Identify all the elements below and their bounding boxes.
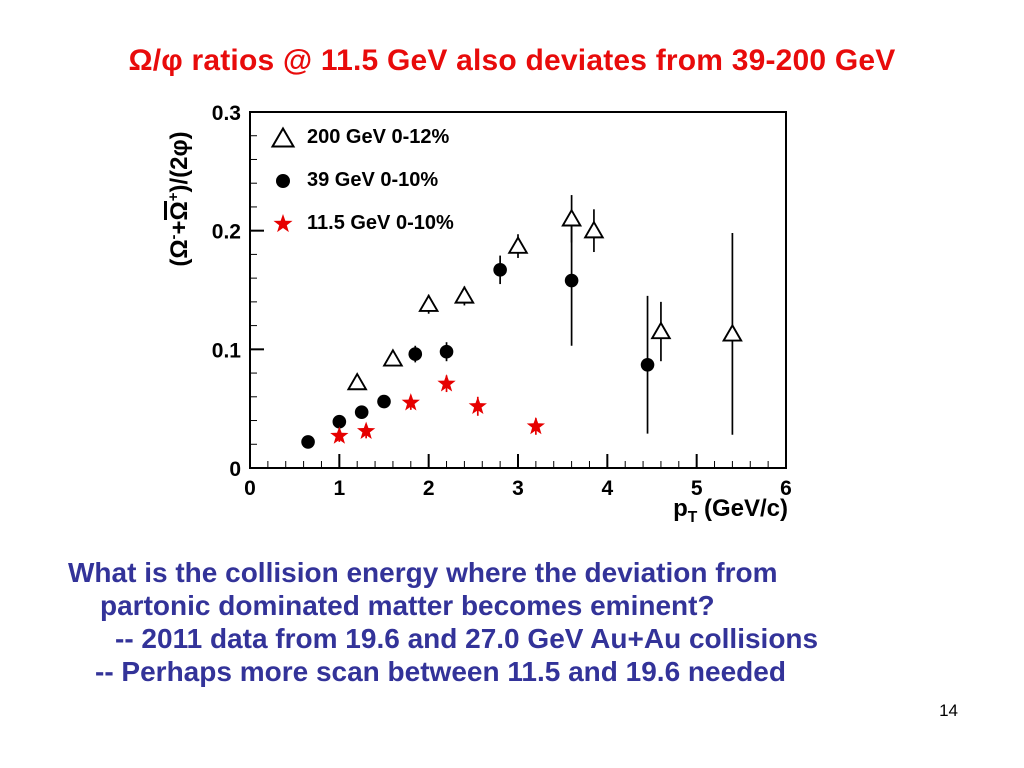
y-axis-superscript-minus: - — [166, 234, 182, 240]
y-axis-label-part: + — [166, 220, 193, 235]
legend-label: 200 GeV 0-12% — [307, 126, 450, 148]
chart-plot-area: 0 1 2 3 4 5 6 0 0.1 0.2 0.3 — [212, 102, 792, 500]
svg-text:6: 6 — [780, 477, 792, 500]
y-axis-label-part: (Ω — [166, 239, 193, 267]
y-axis-label-part: )/(2φ) — [166, 131, 193, 193]
svg-text:4: 4 — [601, 477, 613, 500]
body-line: partonic dominated matter becomes eminen… — [100, 590, 715, 621]
y-axis-superscript-plus: + — [166, 192, 182, 202]
chart-legend: 200 GeV 0-12% 39 GeV 0-10% 11.5 GeV 0-10… — [270, 116, 454, 245]
x-axis-label-unit: (GeV/c) — [697, 495, 788, 522]
svg-text:2: 2 — [423, 477, 435, 500]
svg-text:5: 5 — [691, 477, 703, 500]
body-line: -- 2011 data from 19.6 and 27.0 GeV Au+A… — [115, 623, 819, 654]
legend-item-200gev: 200 GeV 0-12% — [270, 116, 454, 159]
filled-circle-marker-icon — [276, 173, 290, 188]
x-axis-label: pT (GeV/c) — [673, 495, 788, 527]
legend-label: 11.5 GeV 0-10% — [307, 212, 454, 234]
legend-label: 39 GeV 0-10% — [307, 169, 439, 191]
svg-text:0.1: 0.1 — [212, 339, 242, 362]
body-text: What is the collision energy where the d… — [68, 556, 818, 688]
slide-title: Ω/φ ratios @ 11.5 GeV also deviates from… — [128, 44, 896, 77]
body-line: -- Perhaps more scan between 11.5 and 19… — [95, 656, 786, 687]
ratio-chart: 0 1 2 3 4 5 6 0 0.1 0.2 0.3 (Ω-+Ω+)/(2φ) pT (GeV/c… — [150, 85, 830, 560]
red-star-marker-icon — [273, 213, 293, 232]
omega-bar: Ω — [164, 201, 193, 221]
svg-text:3: 3 — [512, 477, 524, 500]
legend-item-39gev: 39 GeV 0-10% — [270, 159, 454, 202]
body-line: What is the collision energy where the d… — [68, 557, 778, 588]
x-axis-subscript-T: T — [687, 508, 698, 526]
svg-text:0.2: 0.2 — [212, 221, 241, 244]
page-number: 14 — [939, 701, 958, 720]
svg-text:0: 0 — [229, 458, 241, 481]
svg-text:0: 0 — [244, 477, 256, 500]
open-triangle-marker-icon — [270, 126, 296, 147]
svg-text:0.3: 0.3 — [212, 102, 241, 125]
legend-item-11gev: 11.5 GeV 0-10% — [270, 202, 454, 245]
svg-text:1: 1 — [333, 477, 345, 500]
y-axis-label: (Ω-+Ω+)/(2φ) — [164, 93, 194, 305]
x-axis-label-base: p — [673, 495, 688, 522]
